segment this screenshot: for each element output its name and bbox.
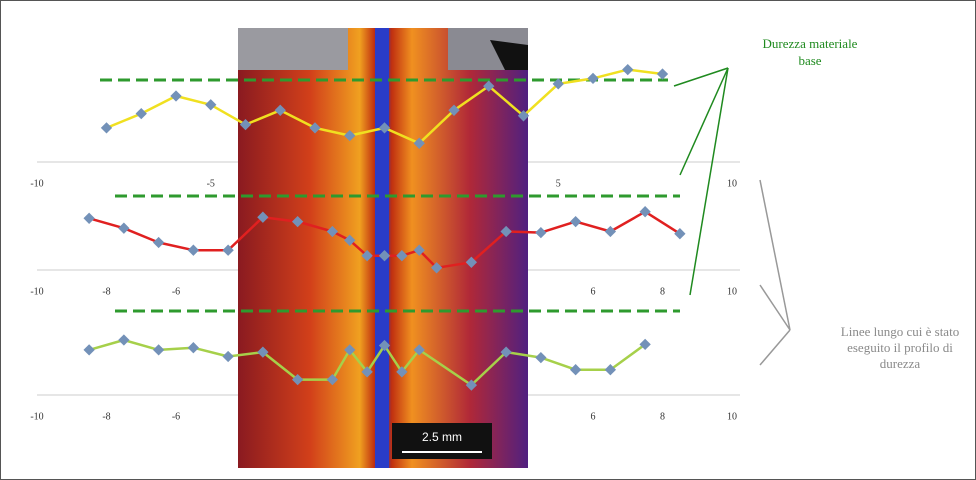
point-marker	[674, 228, 686, 240]
point-marker	[326, 373, 339, 386]
x-tick-label: -8	[102, 411, 110, 422]
x-tick-label: -5	[207, 178, 215, 189]
point-marker	[396, 250, 408, 262]
x-tick-label: 6	[591, 286, 596, 297]
x-tick-label: 8	[660, 286, 665, 297]
point-marker	[378, 250, 391, 262]
point-marker	[604, 225, 617, 238]
point-marker	[639, 206, 651, 218]
point-marker	[569, 364, 582, 376]
point-marker	[344, 129, 356, 142]
x-tick-label: -10	[30, 411, 43, 422]
point-marker	[430, 262, 443, 274]
point-marker	[535, 351, 547, 364]
point-marker	[639, 338, 651, 351]
x-tick-label: 5	[556, 178, 561, 189]
x-tick-label: 10	[727, 178, 737, 189]
point-marker	[291, 373, 304, 386]
micrograph: 2.5 mm	[238, 28, 528, 468]
point-marker	[465, 379, 478, 391]
point-marker	[413, 244, 425, 256]
point-marker	[500, 225, 512, 238]
point-marker	[344, 344, 356, 356]
point-marker	[535, 226, 547, 239]
point-marker	[500, 346, 512, 358]
point-marker	[465, 256, 478, 268]
point-marker	[257, 346, 269, 358]
x-tick-label: -6	[172, 411, 180, 422]
point-marker	[152, 236, 165, 249]
point-marker	[344, 234, 356, 246]
x-tick-label: -10	[30, 286, 43, 297]
point-marker	[396, 366, 408, 378]
dashed-lines	[100, 78, 680, 313]
point-marker	[187, 244, 200, 256]
profile-lines-note: durezza	[880, 356, 921, 371]
point-marker	[413, 344, 425, 356]
point-marker	[257, 211, 269, 223]
point-marker	[187, 342, 200, 354]
x-tick-label: 10	[727, 411, 737, 422]
point-marker	[378, 339, 391, 352]
point-marker	[152, 344, 165, 356]
x-tick-label: -6	[172, 286, 180, 297]
point-marker	[361, 250, 373, 262]
point-marker	[361, 366, 373, 378]
x-tick-label: -8	[102, 286, 110, 297]
point-marker	[604, 364, 617, 376]
x-tick-label: 6	[591, 411, 596, 422]
point-marker	[222, 244, 234, 256]
profile-lines-note: Linee lungo cui è stato	[841, 324, 959, 339]
base-hardness-note: Durezza materiale	[763, 36, 858, 51]
x-tick-label: 10	[727, 286, 737, 297]
x-tick-label: 8	[660, 411, 665, 422]
point-marker	[413, 137, 425, 149]
point-marker	[291, 215, 304, 228]
x-tick-label: -10	[30, 178, 43, 189]
scale-bar-label: 2.5 mm	[422, 430, 462, 444]
point-marker	[569, 215, 582, 228]
profile-lines-note: eseguito il profilo di	[847, 340, 953, 355]
point-marker	[326, 225, 339, 238]
arrows	[673, 67, 791, 366]
point-marker	[222, 350, 234, 363]
base-hardness-note: base	[798, 53, 821, 68]
